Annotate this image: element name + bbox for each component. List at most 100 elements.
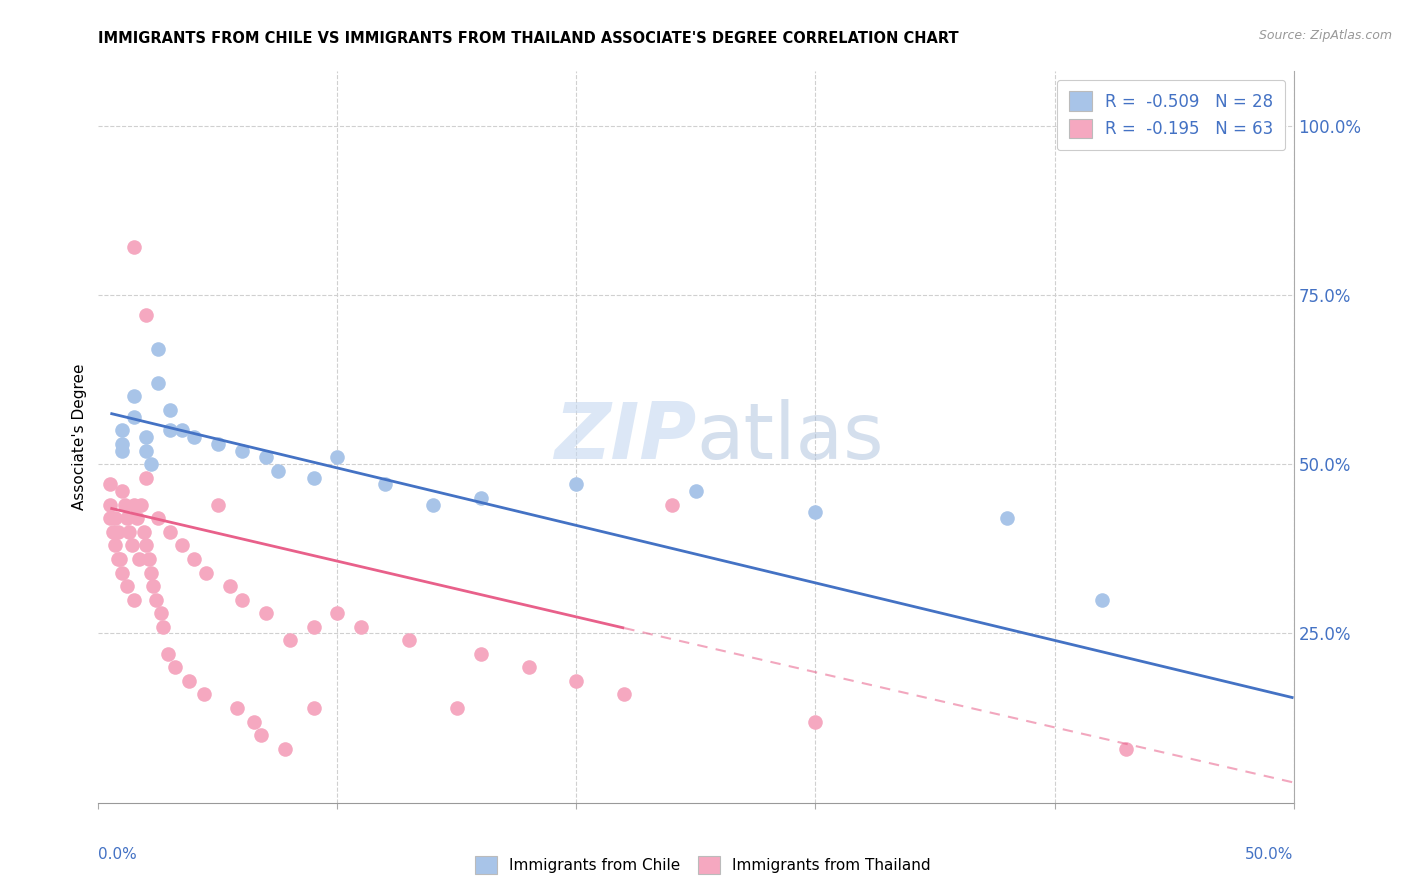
Point bbox=[159, 423, 181, 437]
Point bbox=[135, 430, 157, 444]
Point bbox=[148, 342, 170, 356]
Legend: R =  -0.509   N = 28, R =  -0.195   N = 63: R = -0.509 N = 28, R = -0.195 N = 63 bbox=[1057, 79, 1285, 150]
Point bbox=[302, 620, 325, 634]
Point bbox=[98, 498, 122, 512]
Point bbox=[326, 450, 349, 465]
Point bbox=[446, 701, 468, 715]
Point bbox=[139, 566, 162, 580]
Point bbox=[128, 552, 150, 566]
Point bbox=[685, 484, 707, 499]
Point bbox=[163, 660, 186, 674]
Point bbox=[207, 437, 229, 451]
Point bbox=[124, 389, 146, 403]
Point bbox=[135, 471, 157, 485]
Point bbox=[326, 606, 349, 620]
Point bbox=[138, 552, 160, 566]
Text: 50.0%: 50.0% bbox=[1246, 847, 1294, 862]
Text: 0.0%: 0.0% bbox=[98, 847, 138, 862]
Point bbox=[152, 620, 174, 634]
Point bbox=[148, 511, 170, 525]
Point bbox=[183, 430, 205, 444]
Point bbox=[148, 376, 170, 390]
Point bbox=[250, 728, 273, 742]
Point bbox=[267, 464, 290, 478]
Point bbox=[149, 606, 172, 620]
Point bbox=[125, 511, 148, 525]
Point bbox=[278, 633, 301, 648]
Point bbox=[183, 552, 205, 566]
Point bbox=[517, 660, 540, 674]
Point bbox=[111, 423, 134, 437]
Point bbox=[1091, 592, 1114, 607]
Point bbox=[159, 524, 181, 539]
Point bbox=[131, 498, 153, 512]
Point bbox=[124, 592, 146, 607]
Point bbox=[254, 606, 277, 620]
Point bbox=[124, 498, 146, 512]
Point bbox=[470, 647, 492, 661]
Point bbox=[108, 552, 131, 566]
Point bbox=[661, 498, 683, 512]
Point bbox=[422, 498, 444, 512]
Point bbox=[219, 579, 242, 593]
Point bbox=[193, 688, 215, 702]
Point bbox=[159, 403, 181, 417]
Point bbox=[145, 592, 167, 607]
Text: ZIP: ZIP bbox=[554, 399, 696, 475]
Y-axis label: Associate's Degree: Associate's Degree bbox=[72, 364, 87, 510]
Point bbox=[111, 484, 134, 499]
Point bbox=[111, 566, 134, 580]
Point bbox=[254, 450, 277, 465]
Point bbox=[142, 579, 165, 593]
Point bbox=[115, 511, 138, 525]
Point bbox=[243, 714, 266, 729]
Point bbox=[111, 443, 134, 458]
Point bbox=[350, 620, 373, 634]
Point bbox=[98, 477, 122, 491]
Point bbox=[804, 714, 827, 729]
Text: atlas: atlas bbox=[696, 399, 883, 475]
Point bbox=[101, 524, 124, 539]
Legend: Immigrants from Chile, Immigrants from Thailand: Immigrants from Chile, Immigrants from T… bbox=[470, 850, 936, 880]
Point bbox=[231, 443, 253, 458]
Point bbox=[121, 538, 143, 552]
Point bbox=[135, 308, 157, 322]
Point bbox=[107, 552, 129, 566]
Text: IMMIGRANTS FROM CHILE VS IMMIGRANTS FROM THAILAND ASSOCIATE'S DEGREE CORRELATION: IMMIGRANTS FROM CHILE VS IMMIGRANTS FROM… bbox=[98, 31, 959, 46]
Point bbox=[302, 701, 325, 715]
Point bbox=[194, 566, 218, 580]
Point bbox=[302, 471, 325, 485]
Point bbox=[135, 443, 157, 458]
Point bbox=[111, 437, 134, 451]
Point bbox=[231, 592, 253, 607]
Point bbox=[135, 538, 157, 552]
Point bbox=[226, 701, 249, 715]
Point bbox=[274, 741, 297, 756]
Text: Source: ZipAtlas.com: Source: ZipAtlas.com bbox=[1258, 29, 1392, 42]
Point bbox=[124, 409, 146, 424]
Point bbox=[104, 511, 127, 525]
Point bbox=[374, 477, 396, 491]
Point bbox=[804, 505, 827, 519]
Point bbox=[565, 477, 588, 491]
Point bbox=[98, 511, 122, 525]
Point bbox=[1115, 741, 1137, 756]
Point bbox=[124, 240, 146, 254]
Point bbox=[156, 647, 179, 661]
Point bbox=[207, 498, 229, 512]
Point bbox=[104, 538, 127, 552]
Point bbox=[613, 688, 636, 702]
Point bbox=[139, 457, 162, 471]
Point bbox=[115, 579, 138, 593]
Point bbox=[179, 673, 201, 688]
Point bbox=[118, 524, 141, 539]
Point bbox=[172, 538, 194, 552]
Point bbox=[398, 633, 420, 648]
Point bbox=[470, 491, 492, 505]
Point bbox=[995, 511, 1018, 525]
Point bbox=[172, 423, 194, 437]
Point bbox=[114, 498, 136, 512]
Point bbox=[107, 524, 129, 539]
Point bbox=[565, 673, 588, 688]
Point bbox=[132, 524, 155, 539]
